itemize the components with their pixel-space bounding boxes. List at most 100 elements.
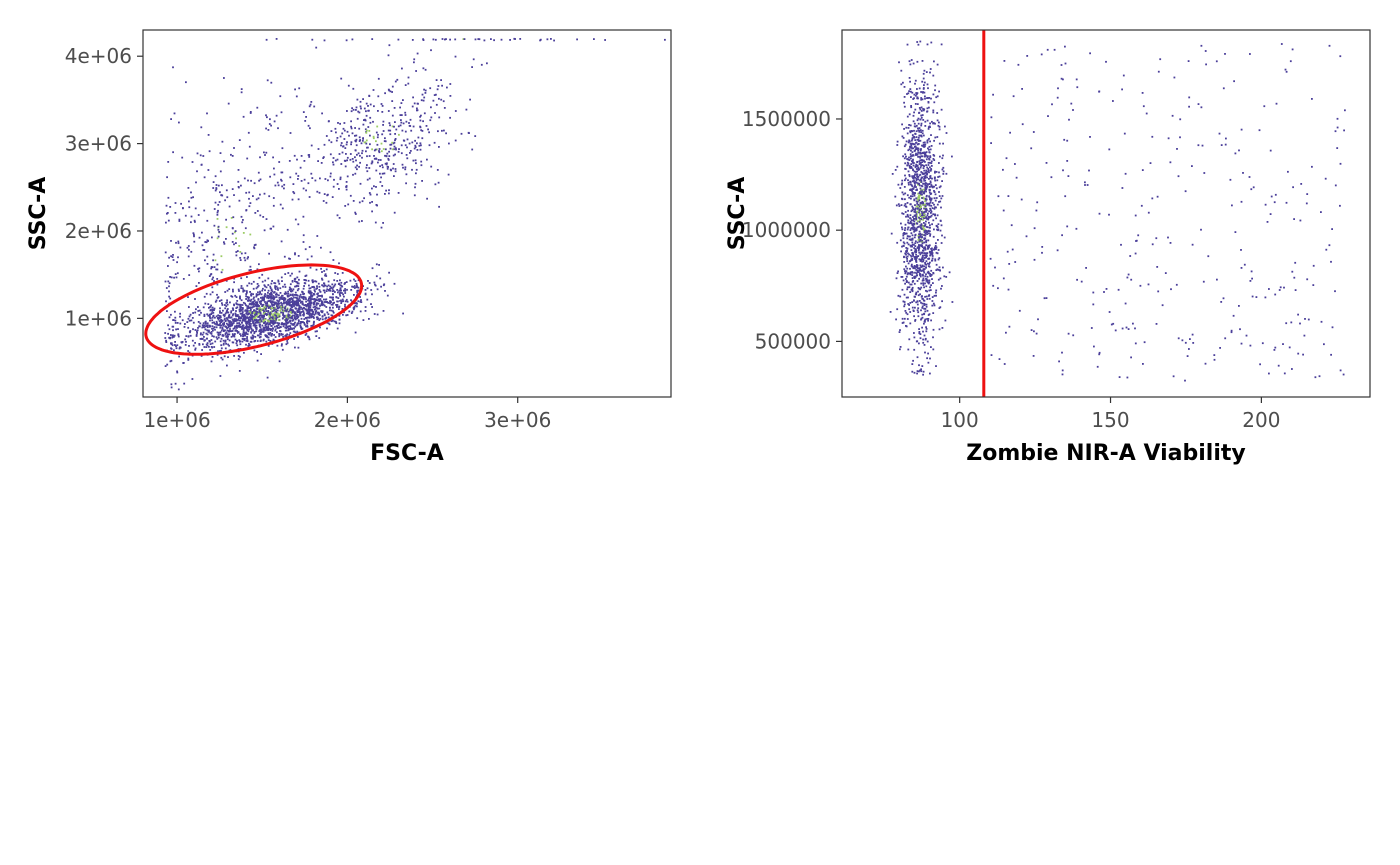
data-point bbox=[197, 214, 200, 216]
y-tick-label: 3e+06 bbox=[65, 132, 132, 156]
data-point bbox=[244, 302, 246, 305]
data-point bbox=[329, 289, 332, 292]
data-point bbox=[921, 241, 924, 244]
data-point bbox=[1060, 77, 1063, 80]
data-point bbox=[278, 316, 280, 319]
data-point bbox=[270, 124, 272, 127]
data-point bbox=[929, 274, 931, 277]
data-point bbox=[901, 179, 904, 182]
data-point bbox=[911, 142, 914, 145]
data-point bbox=[438, 205, 440, 208]
data-point bbox=[1291, 368, 1293, 370]
data-point bbox=[1142, 105, 1145, 108]
data-point bbox=[400, 121, 403, 124]
data-point bbox=[332, 310, 334, 313]
data-point bbox=[922, 212, 925, 214]
data-point bbox=[924, 197, 927, 200]
data-point bbox=[1155, 323, 1158, 325]
data-point bbox=[364, 128, 367, 131]
data-point bbox=[267, 310, 270, 312]
data-point bbox=[934, 89, 936, 92]
data-point bbox=[386, 294, 389, 297]
data-point bbox=[379, 277, 382, 280]
data-point bbox=[384, 193, 386, 195]
data-point bbox=[204, 302, 207, 305]
data-point bbox=[907, 179, 909, 182]
data-point bbox=[405, 154, 408, 156]
data-point bbox=[384, 148, 387, 151]
data-point bbox=[244, 227, 247, 230]
data-point bbox=[424, 68, 427, 71]
data-point bbox=[919, 134, 921, 137]
data-point bbox=[218, 231, 221, 233]
data-point bbox=[241, 287, 244, 290]
data-point bbox=[440, 98, 443, 101]
data-point bbox=[324, 284, 327, 287]
data-point bbox=[337, 297, 340, 299]
data-point bbox=[259, 329, 262, 331]
data-point bbox=[316, 330, 318, 333]
data-point bbox=[679, 39, 681, 41]
data-point bbox=[364, 119, 367, 122]
data-point bbox=[280, 179, 283, 182]
data-point bbox=[273, 297, 275, 300]
data-point bbox=[423, 88, 425, 91]
data-point bbox=[920, 309, 922, 312]
data-point bbox=[184, 344, 187, 346]
data-point bbox=[217, 203, 220, 206]
data-point bbox=[216, 322, 218, 325]
data-point bbox=[268, 195, 271, 198]
data-point bbox=[281, 296, 283, 299]
data-point bbox=[371, 201, 373, 203]
data-point bbox=[917, 97, 919, 100]
data-point bbox=[1157, 70, 1160, 73]
data-point bbox=[922, 330, 924, 333]
data-point bbox=[230, 153, 232, 156]
data-point bbox=[346, 314, 349, 316]
data-point bbox=[925, 260, 928, 263]
data-point bbox=[906, 241, 909, 244]
data-point bbox=[261, 304, 264, 306]
data-point bbox=[307, 335, 309, 338]
data-point bbox=[296, 311, 299, 314]
data-point bbox=[414, 139, 416, 142]
data-point bbox=[256, 311, 259, 313]
data-point bbox=[915, 253, 917, 256]
data-point bbox=[1192, 342, 1195, 344]
data-point bbox=[1003, 363, 1006, 365]
data-point bbox=[924, 175, 926, 178]
data-point bbox=[278, 360, 281, 363]
data-point bbox=[1067, 175, 1070, 177]
data-point bbox=[211, 356, 214, 358]
data-point bbox=[387, 157, 390, 160]
data-point bbox=[911, 277, 914, 279]
data-point bbox=[226, 336, 229, 339]
data-point bbox=[239, 326, 242, 328]
data-point bbox=[170, 313, 172, 316]
data-point bbox=[365, 166, 368, 169]
data-point bbox=[925, 169, 928, 172]
data-point bbox=[1040, 53, 1043, 56]
data-point bbox=[901, 182, 903, 185]
data-point bbox=[206, 322, 209, 325]
data-point bbox=[190, 319, 193, 322]
data-point bbox=[349, 158, 352, 161]
data-point bbox=[214, 175, 217, 178]
data-point bbox=[393, 175, 395, 177]
data-point bbox=[334, 272, 337, 274]
data-point bbox=[1127, 273, 1130, 276]
data-point bbox=[365, 114, 368, 117]
data-point bbox=[256, 106, 259, 109]
data-point bbox=[895, 277, 898, 280]
data-point bbox=[925, 280, 928, 282]
data-point bbox=[926, 202, 929, 205]
data-point bbox=[438, 116, 441, 119]
data-point bbox=[340, 302, 343, 304]
data-point bbox=[913, 179, 915, 182]
data-point bbox=[311, 298, 314, 300]
data-point bbox=[276, 344, 279, 347]
data-point bbox=[514, 38, 516, 40]
data-point bbox=[376, 193, 378, 196]
data-point bbox=[922, 229, 925, 232]
data-point bbox=[921, 258, 924, 261]
